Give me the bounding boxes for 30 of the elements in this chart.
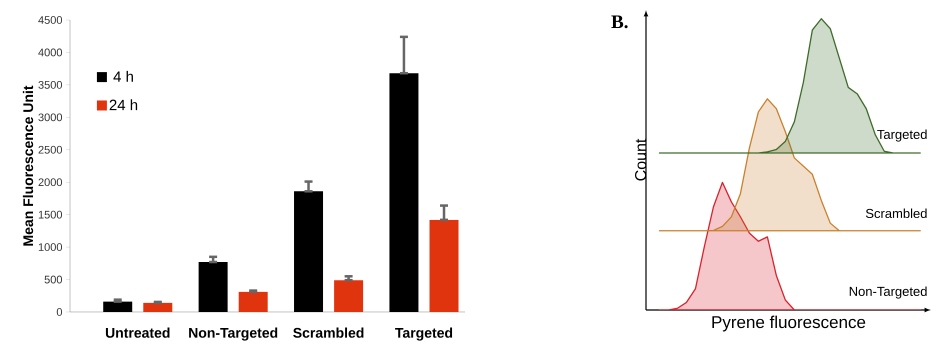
y-tick-label: 4500	[38, 16, 62, 24]
bar	[103, 302, 132, 312]
x-tick-label: Targeted	[395, 328, 452, 341]
bar	[294, 191, 324, 312]
y-tick-label: 1000	[38, 243, 62, 251]
series-label: Targeted	[877, 129, 927, 142]
y-tick-label: 500	[44, 276, 62, 284]
y-tick-label: 1500	[38, 210, 62, 219]
series-label: Scrambled	[866, 208, 927, 218]
bar	[198, 262, 228, 312]
y-tick-label: 4000	[38, 48, 62, 56]
legend-label: 4 h	[113, 70, 133, 82]
series-label: Non-Targeted	[850, 286, 927, 299]
bar	[389, 73, 418, 312]
x-tick-label: Untreated	[106, 328, 170, 338]
y-tick-label: 3500	[38, 81, 62, 89]
bar	[430, 220, 459, 312]
y-tick-label: 0	[56, 308, 62, 316]
legend-label: 24 h	[110, 99, 138, 110]
x-axis-title: Pyrene fluorescence	[712, 316, 866, 332]
y-tick-label: 2500	[38, 146, 62, 154]
bar	[143, 302, 172, 312]
chart-title: B.	[611, 16, 628, 28]
bar	[334, 280, 364, 312]
y-tick-label: 2000	[38, 178, 62, 186]
y-tick-label: 3000	[38, 113, 62, 122]
x-tick-label: Non-Targeted	[189, 328, 278, 341]
y-axis-title: Mean Fluorescence Unit	[22, 86, 34, 246]
x-tick-label: Scrambled	[293, 328, 364, 338]
bar	[238, 292, 268, 312]
